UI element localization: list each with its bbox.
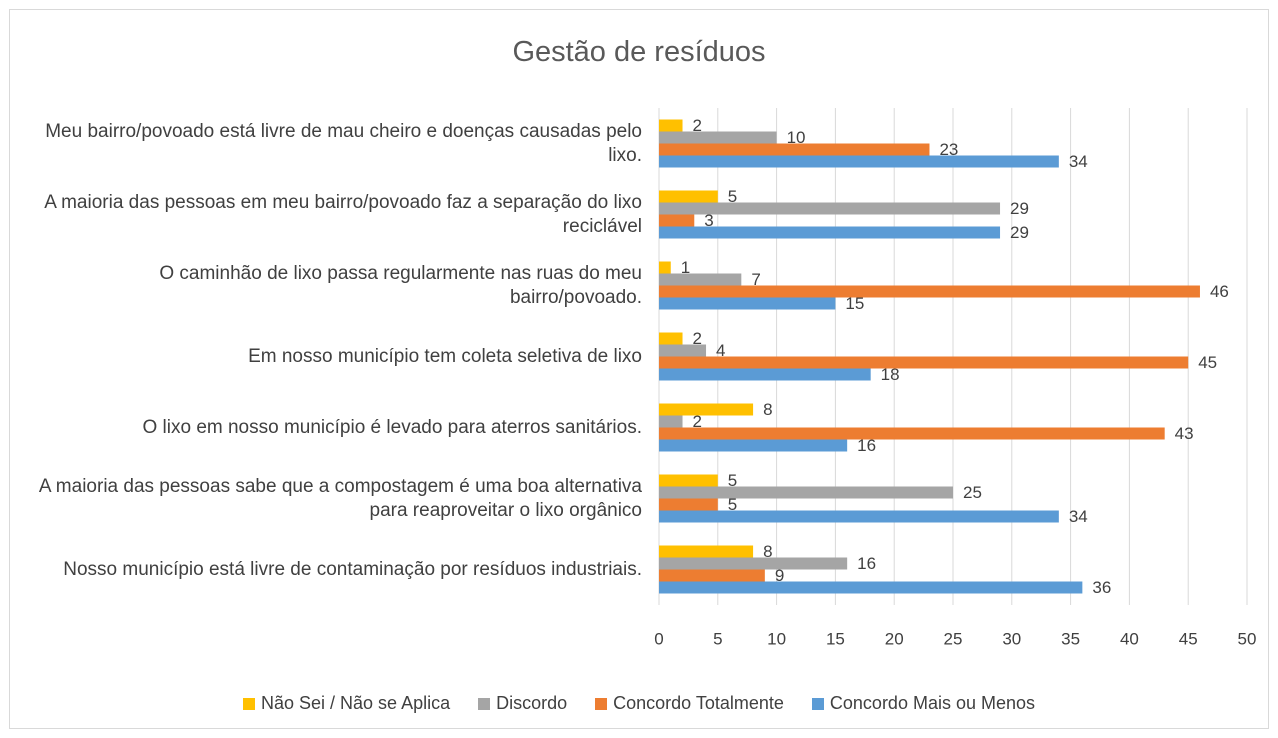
bar	[659, 510, 1059, 523]
chart-title: Gestão de resíduos	[512, 36, 766, 68]
bar	[659, 356, 1189, 369]
legend-label: Discordo	[496, 693, 568, 713]
legend-swatch	[478, 697, 491, 710]
data-label: 3	[704, 211, 713, 230]
data-label: 29	[1010, 199, 1029, 218]
data-label: 16	[857, 554, 876, 573]
legend: Não Sei / Não se Aplica Discordo Concordo …	[0, 693, 1278, 714]
bar	[659, 581, 1083, 594]
bar	[659, 261, 671, 274]
bar	[659, 344, 707, 357]
bar	[659, 226, 1001, 239]
data-label: 4	[716, 341, 725, 360]
data-label: 10	[787, 128, 806, 147]
bar	[659, 368, 871, 381]
legend-label: Não Sei / Não se Aplica	[260, 693, 451, 713]
legend-swatch	[811, 697, 824, 710]
data-label: 2	[693, 412, 702, 431]
data-label: 25	[963, 483, 982, 502]
bar	[659, 415, 683, 428]
data-label: 36	[1092, 578, 1111, 597]
data-label: 1	[681, 258, 690, 277]
x-tick-label: 45	[1179, 629, 1198, 648]
x-tick-label: 0	[654, 629, 663, 648]
data-label: 9	[775, 566, 784, 585]
x-tick-label: 5	[713, 629, 722, 648]
bar	[659, 214, 695, 227]
legend-item: Concordo Mais ou Menos	[811, 693, 1036, 714]
category-label: Nosso município está livre de contaminaç…	[63, 558, 642, 580]
data-label: 5	[728, 187, 737, 206]
x-tick-label: 20	[885, 629, 904, 648]
chart-frame	[9, 9, 1269, 729]
data-label: 2	[693, 116, 702, 135]
data-label: 5	[728, 471, 737, 490]
category-label: O lixo em nosso município é levado para …	[142, 416, 642, 438]
legend-item: Não Sei / Não se Aplica	[242, 693, 451, 714]
bar	[659, 403, 754, 416]
bar	[659, 427, 1165, 440]
data-label: 34	[1069, 507, 1088, 526]
x-tick-label: 40	[1120, 629, 1139, 648]
data-label: 5	[728, 495, 737, 514]
data-label: 46	[1210, 282, 1229, 301]
data-label: 43	[1175, 424, 1194, 443]
bar	[659, 545, 754, 558]
bar	[659, 474, 718, 487]
legend-item: Concordo Totalmente	[595, 693, 784, 714]
bar	[659, 486, 953, 499]
category-label: A maioria das pessoas sabe que a compost…	[38, 475, 642, 521]
data-label: 8	[763, 400, 772, 419]
x-tick-label: 30	[1002, 629, 1021, 648]
legend-swatch	[242, 697, 255, 710]
bar	[659, 143, 930, 156]
category-label: O caminhão de lixo passa regularmente na…	[159, 262, 642, 308]
legend-item: Discordo	[478, 693, 567, 714]
data-label: 15	[845, 294, 864, 313]
data-label: 23	[939, 140, 958, 159]
bar	[659, 569, 765, 582]
bar	[659, 131, 777, 144]
x-tick-label: 25	[944, 629, 963, 648]
category-label: Em nosso município tem coleta seletiva d…	[248, 345, 642, 367]
bar	[659, 332, 683, 345]
bar	[659, 439, 848, 452]
data-label: 29	[1010, 223, 1029, 242]
x-tick-label: 35	[1061, 629, 1080, 648]
data-label: 8	[763, 542, 772, 561]
bar	[659, 557, 848, 570]
data-label: 18	[881, 365, 900, 384]
legend-swatch	[595, 697, 608, 710]
category-label: Meu bairro/povoado está livre de mau che…	[45, 120, 642, 166]
bar	[659, 498, 718, 511]
x-tick-label: 10	[767, 629, 786, 648]
legend-label: Concordo Totalmente	[613, 693, 784, 713]
data-label: 2	[693, 329, 702, 348]
bar	[659, 285, 1200, 298]
x-tick-label: 50	[1238, 629, 1257, 648]
bar	[659, 190, 718, 203]
data-label: 34	[1069, 152, 1088, 171]
bar	[659, 273, 742, 286]
data-label: 16	[857, 436, 876, 455]
bar	[659, 297, 836, 310]
category-label: A maioria das pessoas em meu bairro/povo…	[44, 191, 642, 237]
legend-label: Concordo Mais ou Menos	[829, 693, 1036, 713]
bar	[659, 119, 683, 132]
data-label: 45	[1198, 353, 1217, 372]
x-tick-label: 15	[826, 629, 845, 648]
bar	[659, 155, 1059, 168]
bar	[659, 202, 1001, 215]
data-label: 7	[751, 270, 760, 289]
